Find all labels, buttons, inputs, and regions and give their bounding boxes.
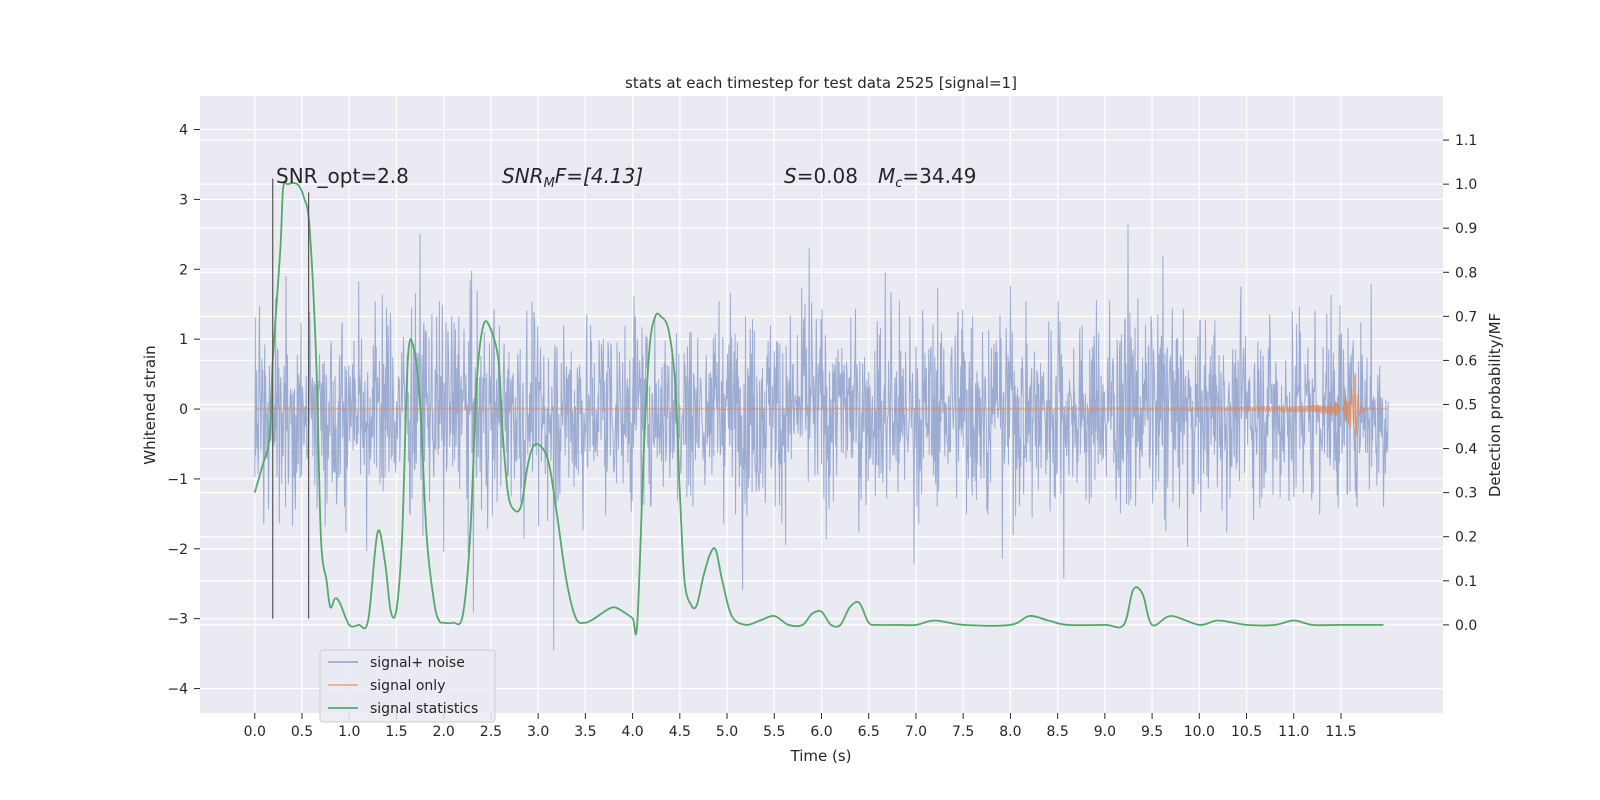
legend-label-signal-statistics: signal statistics xyxy=(370,701,478,717)
y-axis-right-ticks: 0.0 0.1 0.2 0.3 0.4 0.5 0.6 0.7 0.8 0.9 1.0 1.1 xyxy=(1443,133,1477,634)
series-signal-statistics xyxy=(253,181,1384,636)
y-right-tick-label: 0.6 xyxy=(1455,353,1477,369)
x-tick-label: 0.0 xyxy=(244,724,266,740)
signal-plus-noise-line xyxy=(254,224,1389,651)
y-left-tick-label: 2 xyxy=(179,262,188,278)
x-tick-label: 6.0 xyxy=(810,724,832,740)
x-tick-label: 2.0 xyxy=(433,724,455,740)
annotation-s-rest: =0.08 xyxy=(797,164,858,188)
vertical-markers xyxy=(272,178,310,619)
y-right-tick-label: 1.0 xyxy=(1455,177,1477,193)
y-left-tick-label: 4 xyxy=(179,123,188,139)
x-tick-label: 3.0 xyxy=(527,724,549,740)
x-tick-label: 10.5 xyxy=(1231,724,1262,740)
x-tick-label: 1.5 xyxy=(385,724,407,740)
y-left-tick-label: 3 xyxy=(179,192,188,208)
annotation-snr-mf: SNRMF=[4.13] xyxy=(502,164,643,191)
x-tick-label: 5.5 xyxy=(763,724,785,740)
y-right-tick-label: 0.5 xyxy=(1455,398,1477,414)
y-right-tick-label: 0.7 xyxy=(1455,309,1477,325)
y-right-tick-label: 0.3 xyxy=(1455,486,1477,502)
series-signal-plus-noise xyxy=(254,224,1389,651)
x-tick-label: 11.0 xyxy=(1278,724,1309,740)
signal-statistics-line xyxy=(253,181,1384,636)
y-right-tick-label: 0.0 xyxy=(1455,618,1477,634)
signal-only-line xyxy=(254,372,1389,436)
x-tick-label: 11.5 xyxy=(1325,724,1356,740)
annotation-snr-mf-main: SNR xyxy=(502,164,544,188)
y-left-tick-label: −3 xyxy=(167,612,188,628)
x-tick-label: 10.0 xyxy=(1184,724,1215,740)
legend-label-signal-plus-noise: signal+ noise xyxy=(370,655,465,671)
y-right-tick-label: 0.2 xyxy=(1455,530,1477,546)
x-tick-label: 7.5 xyxy=(952,724,974,740)
annotation-mc: Mc=34.49 xyxy=(878,164,976,191)
y-left-tick-label: −4 xyxy=(167,682,188,698)
x-tick-label: 1.0 xyxy=(338,724,360,740)
annotation-s: S=0.08 xyxy=(784,164,858,188)
chart-title: stats at each timestep for test data 252… xyxy=(625,74,1017,92)
y-axis-left-label: Whitened strain xyxy=(141,345,159,464)
legend-label-signal-only: signal only xyxy=(370,678,445,694)
x-tick-label: 4.0 xyxy=(621,724,643,740)
x-tick-label: 7.0 xyxy=(905,724,927,740)
y-left-tick-label: −1 xyxy=(167,472,188,488)
x-tick-label: 9.5 xyxy=(1141,724,1163,740)
x-tick-label: 5.0 xyxy=(716,724,738,740)
y-right-tick-label: 0.8 xyxy=(1455,265,1477,281)
y-left-tick-label: 1 xyxy=(179,332,188,348)
x-tick-label: 3.5 xyxy=(574,724,596,740)
y-right-tick-label: 0.1 xyxy=(1455,574,1477,590)
x-tick-label: 8.5 xyxy=(1046,724,1068,740)
x-tick-label: 6.5 xyxy=(858,724,880,740)
annotation-snr-mf-rest: F=[4.13] xyxy=(555,164,643,188)
y-left-tick-label: 0 xyxy=(179,402,188,418)
y-right-tick-label: 0.9 xyxy=(1455,221,1477,237)
y-axis-right-label: Detection probability/MF xyxy=(1486,313,1504,497)
x-tick-label: 9.0 xyxy=(1094,724,1116,740)
y-right-tick-label: 1.1 xyxy=(1455,133,1477,149)
x-tick-label: 4.5 xyxy=(669,724,691,740)
annotation-mc-sub: c xyxy=(895,176,902,191)
annotation-mc-rest: =34.49 xyxy=(902,164,976,188)
legend: signal+ noise signal only signal statist… xyxy=(319,649,496,723)
legend-box xyxy=(319,649,496,723)
y-axis-left-ticks: −4 −3 −2 −1 0 1 2 3 4 xyxy=(167,123,200,698)
series-signal-only xyxy=(254,372,1389,436)
annotation-snr-opt: SNR_opt=2.8 xyxy=(276,164,409,188)
annotation-mc-main: M xyxy=(878,164,895,188)
x-tick-label: 0.5 xyxy=(291,724,313,740)
y-right-tick-label: 0.4 xyxy=(1455,442,1477,458)
y-left-tick-label: −2 xyxy=(167,542,188,558)
annotation-s-main: S xyxy=(784,164,797,188)
annotation-snr-mf-sub: M xyxy=(544,176,555,191)
x-tick-label: 2.5 xyxy=(480,724,502,740)
grid xyxy=(200,96,1443,713)
x-axis-ticks: 0.0 0.5 1.0 1.5 2.0 2.5 3.0 3.5 4.0 4.5 5.0 5.5 6.0 6… xyxy=(244,713,1357,740)
x-axis-label: Time (s) xyxy=(790,747,852,765)
x-tick-label: 8.0 xyxy=(999,724,1021,740)
